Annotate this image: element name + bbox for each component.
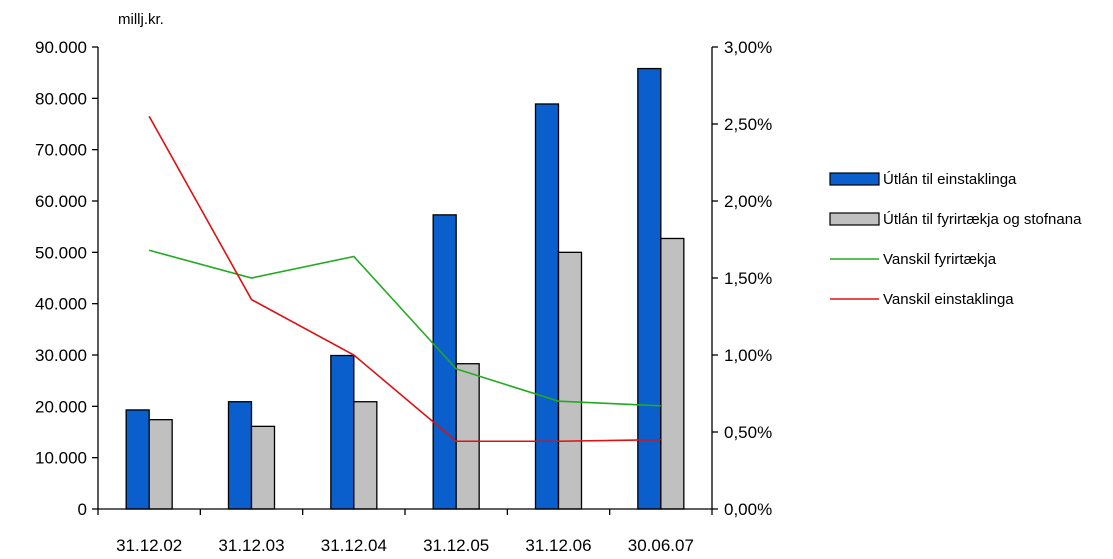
x-tick-label: 30.06.07 [628,536,694,555]
bar-companies-0 [148,419,173,510]
x-tick-label: 31.12.06 [525,536,591,555]
y-tick-label: 0 [78,500,87,519]
x-tick-label: 31.12.02 [116,536,182,555]
legend-swatch [829,212,880,226]
legend-label: Vanskil fyrirtækja [883,251,997,268]
lines-group [148,115,661,443]
y-tick-label: 50.000 [35,243,87,262]
y-tick-label: 60.000 [35,192,87,211]
x-tick-label: 31.12.05 [423,536,489,555]
y2-tick-label: 1,00% [724,346,772,365]
legend-label: Vanskil einstaklinga [883,291,1014,308]
y-axis-unit-label: millj.kr. [118,11,164,28]
bar-individuals-0 [125,409,150,510]
bar-companies-5 [660,237,685,510]
y2-tick-label: 1,50% [724,269,772,288]
legend-label: Útlán til einstaklinga [883,171,1017,188]
legend-swatch [829,172,880,186]
y-tick-label: 80.000 [35,89,87,108]
bar-companies-2 [353,401,378,510]
line-vanskil-einstaklinga [148,115,661,443]
y2-tick-label: 0,50% [724,423,772,442]
bar-companies-1 [250,425,276,510]
y-tick-label: 70.000 [35,141,87,160]
y-tick-label: 40.000 [35,295,87,314]
bar-companies-4 [557,251,583,510]
y2-tick-label: 3,00% [724,38,772,57]
bars-group [125,67,685,510]
bar-companies-3 [455,363,480,510]
legend-label: Útlán til fyrirtækja og stofnana [883,211,1082,228]
bar-individuals-4 [534,103,560,510]
y2-tick-label: 2,50% [724,115,772,134]
x-tick-label: 31.12.04 [321,536,387,555]
line-vanskil-fyrirtaekja [148,249,661,407]
y2-tick-label: 2,00% [724,192,772,211]
y-tick-label: 30.000 [35,346,87,365]
bar-individuals-1 [227,401,253,510]
x-tick-label: 31.12.03 [218,536,284,555]
y2-tick-label: 0,00% [724,500,772,519]
bar-individuals-2 [330,354,355,510]
y-tick-label: 10.000 [35,449,87,468]
y-tick-label: 90.000 [35,38,87,57]
bar-individuals-5 [637,67,662,510]
bar-individuals-3 [432,214,457,510]
y-tick-label: 20.000 [35,397,87,416]
legend: Útlán til einstaklinga Útlán til fyrirtæk… [829,171,1082,308]
axes-group: 0 10.000 20.000 30.000 40.000 50.000 60.000 70.… [35,38,772,555]
